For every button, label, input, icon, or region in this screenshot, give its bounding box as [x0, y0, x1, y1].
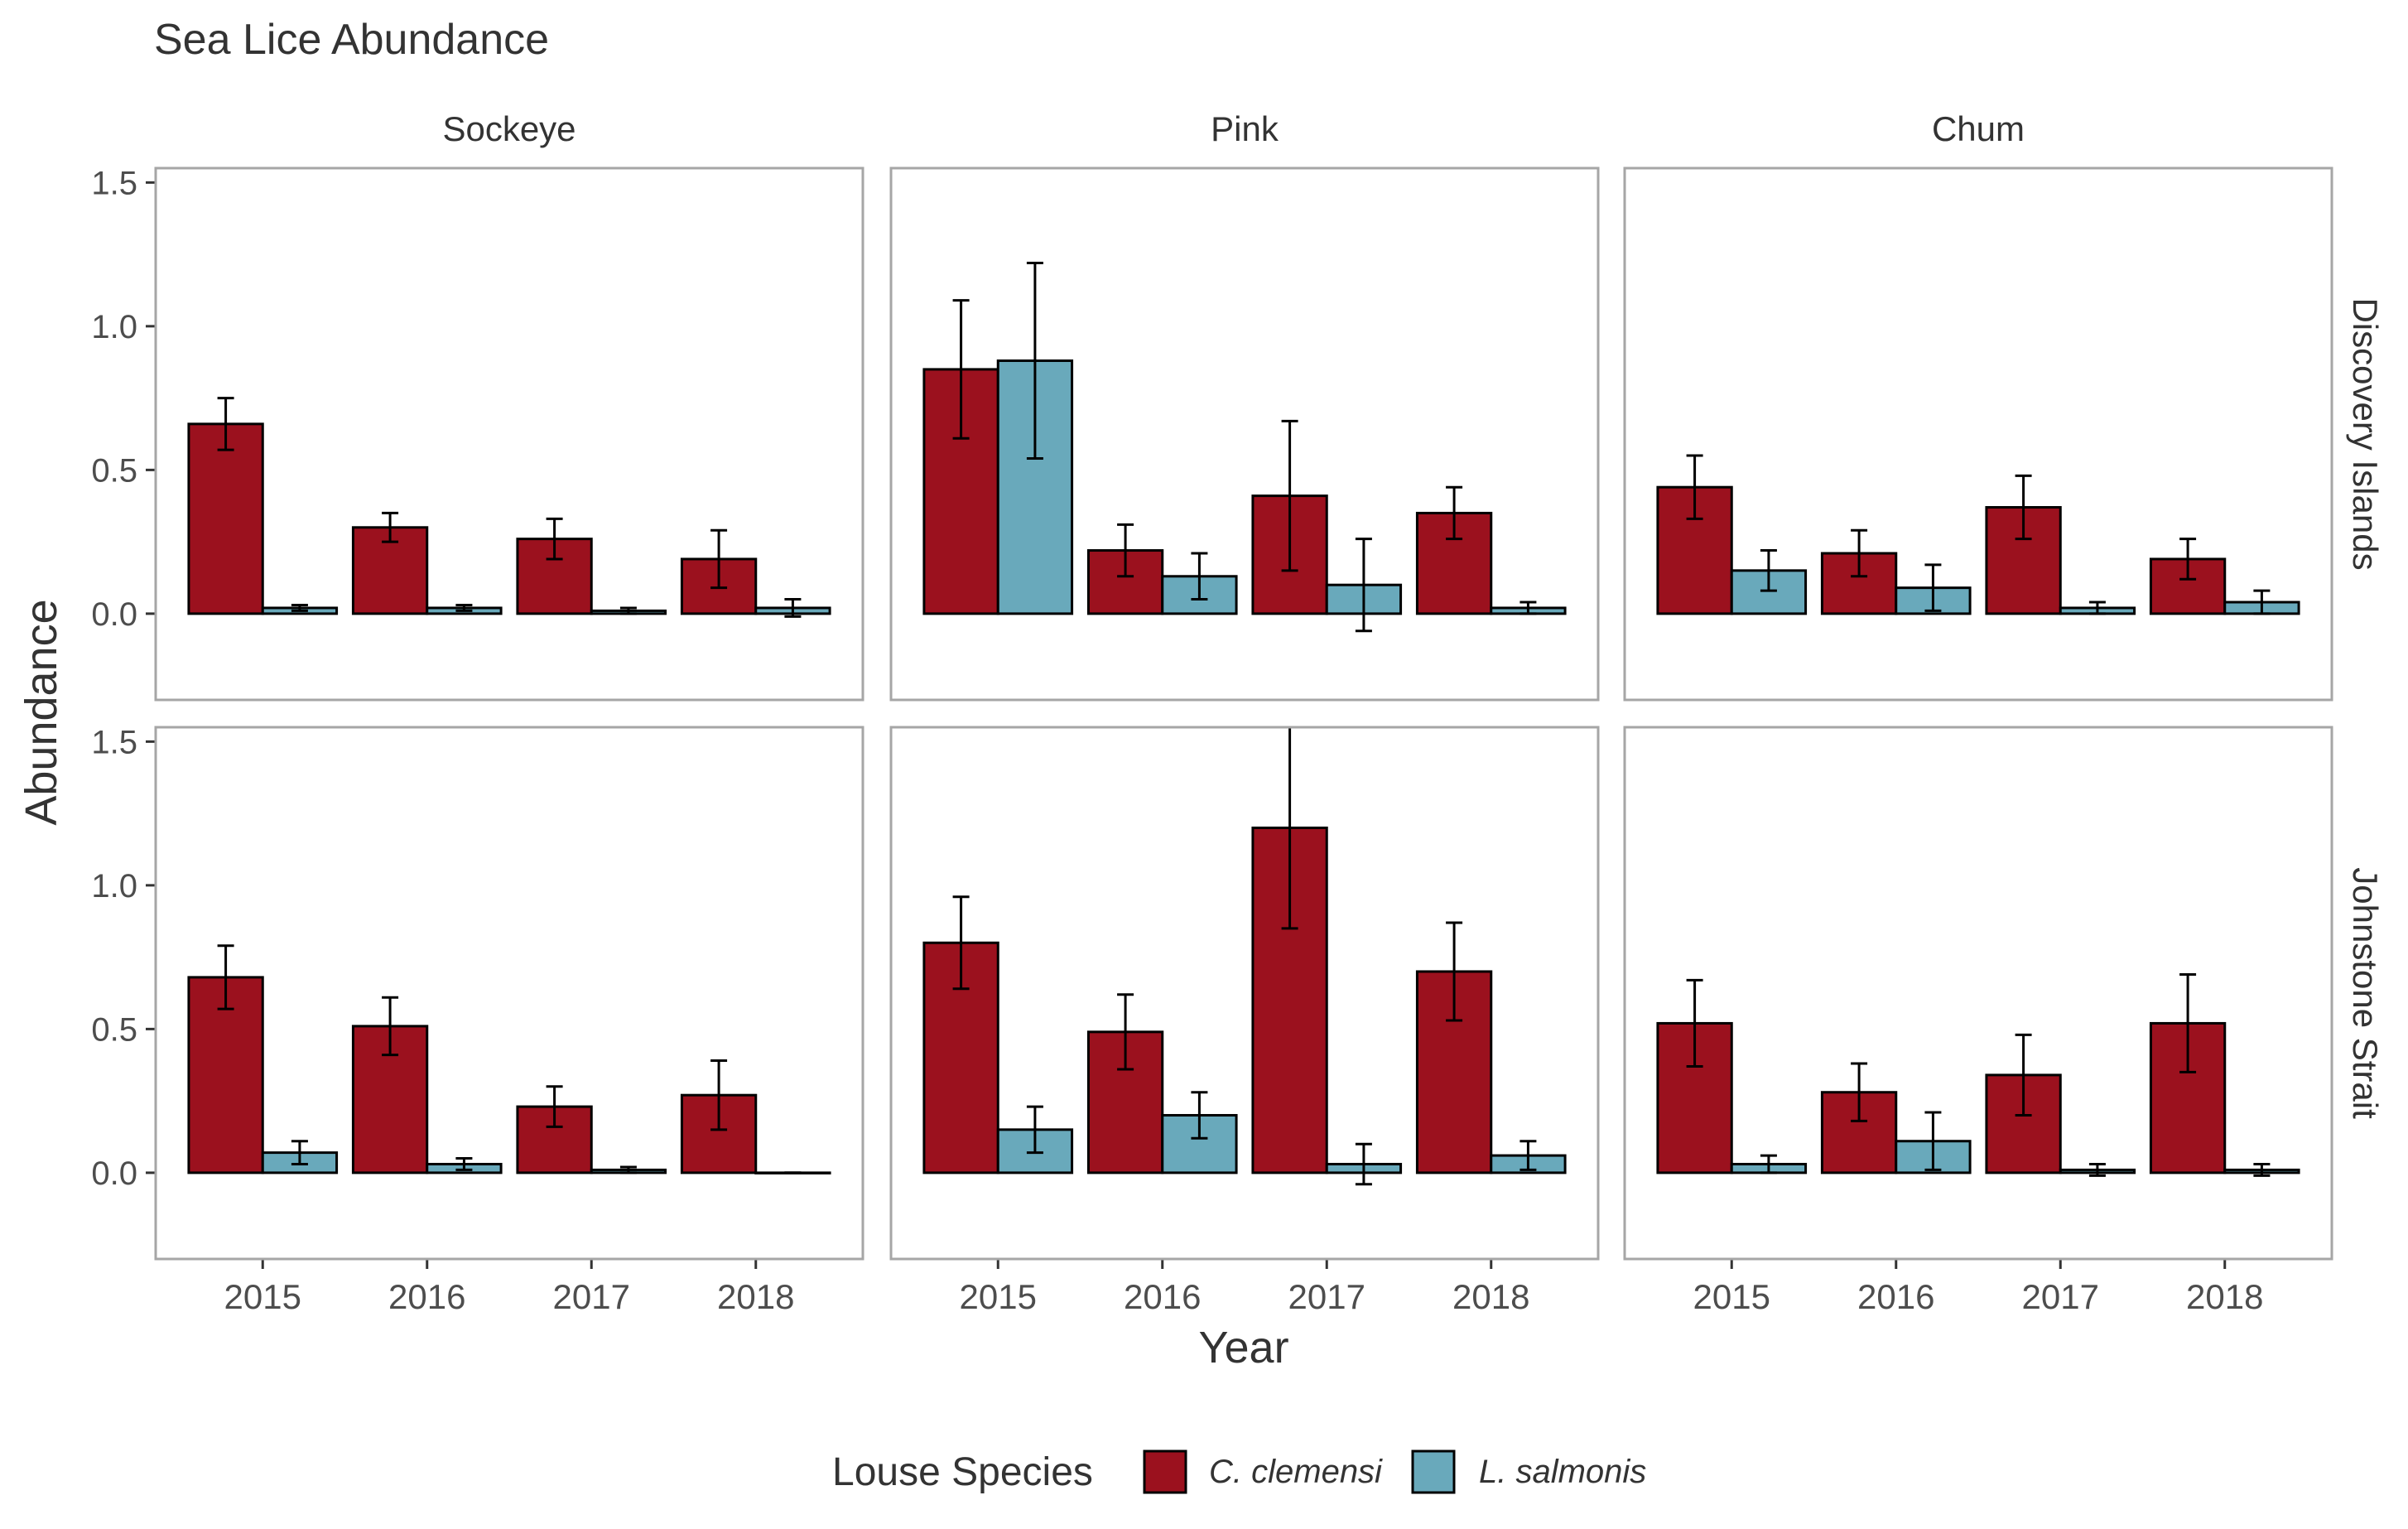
panel-discovery-islands-chum-border: [1623, 166, 2333, 702]
y-tick-label: 1.0: [91, 309, 137, 345]
x-tick-label: 2017: [2022, 1277, 2099, 1316]
panel-discovery-islands-pink-border: [889, 166, 1600, 702]
legend-swatch-l-salmonis: [1411, 1449, 1456, 1494]
panel-johnstone-strait-sockeye-border: [154, 726, 864, 1261]
x-tick-label: 2018: [2186, 1277, 2263, 1316]
y-tick-label: 1.5: [91, 724, 137, 760]
x-tick-label: 2016: [1124, 1277, 1201, 1316]
panel-discovery-islands-sockeye-border: [154, 166, 864, 702]
bar-c-clemensi-2018: [2149, 557, 2227, 615]
panel-discovery-islands-sockeye-marks: [187, 397, 831, 618]
legend-label-l-salmonis: L. salmonis: [1479, 1454, 1646, 1490]
facet-label-sockeye: Sockeye: [442, 109, 576, 148]
y-tick-label: 1.0: [91, 868, 137, 904]
panel-johnstone-strait-chum-border: [1623, 726, 2333, 1261]
panel-johnstone-strait-sockeye: [154, 726, 864, 1261]
legend-label-c-clemensi: C. clemensi: [1209, 1454, 1383, 1490]
y-tick-label: 1.5: [91, 165, 137, 201]
facet-label-johnstone-strait: Johnstone Strait: [2346, 867, 2385, 1119]
facet-label-discovery-islands: Discovery Islands: [2346, 297, 2385, 570]
panel-johnstone-strait-pink-marks: [922, 727, 1567, 1186]
panel-johnstone-strait-pink-border: [889, 726, 1600, 1261]
x-tick-label: 2015: [1693, 1277, 1770, 1316]
panel-discovery-islands-sockeye: [154, 166, 864, 702]
legend-title: Louse Species: [832, 1450, 1093, 1494]
facet-label-pink: Pink: [1211, 109, 1279, 148]
x-axis-label: Year: [1198, 1323, 1288, 1372]
x-tick-label: 2018: [717, 1277, 794, 1316]
x-tick-label: 2018: [1452, 1277, 1529, 1316]
x-tick-label: 2016: [388, 1277, 465, 1316]
panel-johnstone-strait-chum: [1623, 726, 2333, 1261]
panel-discovery-islands-pink: [889, 166, 1600, 702]
panel-johnstone-strait-sockeye-marks: [187, 944, 831, 1174]
x-tick-label: 2015: [224, 1277, 301, 1316]
facet-label-chum: Chum: [1932, 109, 2025, 148]
x-tick-label: 2016: [1857, 1277, 1934, 1316]
y-tick-label: 0.0: [91, 596, 137, 633]
panel-johnstone-strait-pink: [889, 726, 1600, 1261]
x-tick-label: 2017: [1288, 1277, 1365, 1316]
legend: Louse Species C. clemensi L. salmonis: [832, 1449, 1646, 1494]
bar-c-clemensi-2015: [187, 422, 264, 615]
panels-layer: Sockeye Pink Chum Discovery Islands Johnston…: [91, 109, 2385, 1316]
x-tick-label: 2015: [960, 1277, 1037, 1316]
y-tick-label: 0.5: [91, 452, 137, 489]
panel-johnstone-strait-chum-marks: [1656, 972, 2300, 1177]
x-tick-label: 2017: [553, 1277, 630, 1316]
panel-discovery-islands-pink-marks: [922, 262, 1567, 633]
y-axis-label: Abundance: [17, 599, 66, 825]
chart-title: Sea Lice Abundance: [154, 16, 549, 64]
panel-discovery-islands-chum-marks: [1656, 454, 2300, 615]
panel-discovery-islands-chum: [1623, 166, 2333, 702]
bar-c-clemensi-2018: [680, 1093, 758, 1174]
y-tick-label: 0.0: [91, 1155, 137, 1192]
y-tick-label: 0.5: [91, 1011, 137, 1048]
legend-swatch-c-clemensi: [1143, 1449, 1187, 1494]
